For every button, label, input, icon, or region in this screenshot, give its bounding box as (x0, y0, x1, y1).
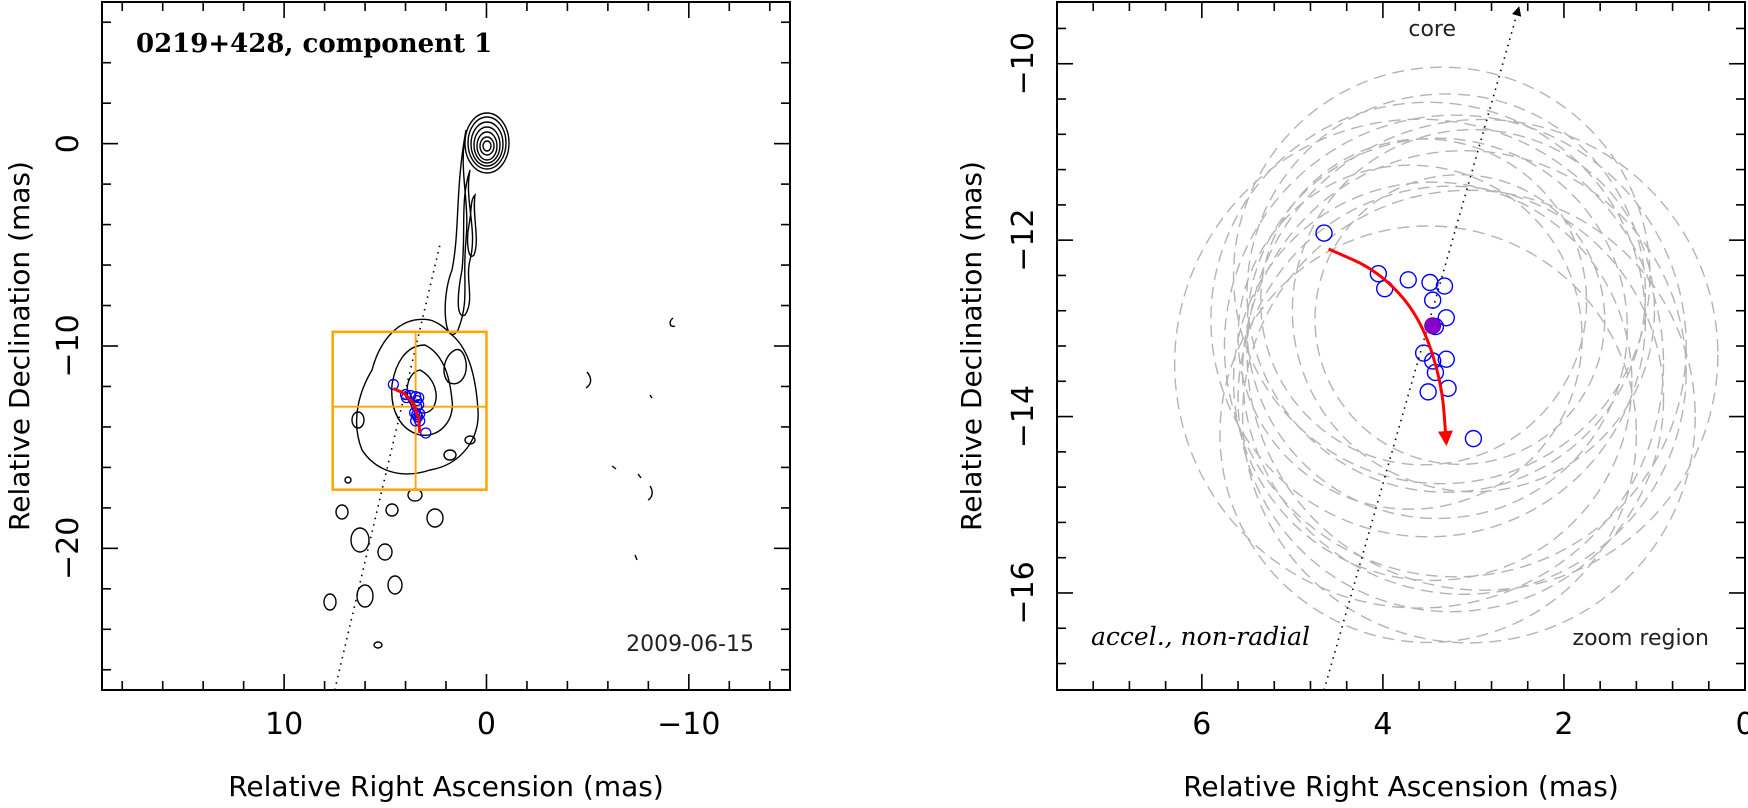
right-x-tick-label: 4 (1373, 707, 1392, 742)
component-position-marker (1369, 264, 1388, 283)
core-direction-arrow (1323, 6, 1522, 690)
contour-jet-1 (444, 129, 468, 336)
contour-blob-7 (335, 504, 349, 520)
zoom-region-box (331, 330, 488, 491)
contour-core-7 (482, 140, 492, 152)
contour-blob-5 (426, 508, 444, 528)
component-size-circle (1246, 93, 1647, 493)
left-y-tick-label: 0 (51, 134, 86, 153)
component-size-circle (1259, 138, 1588, 466)
contour-feature-7 (634, 554, 638, 561)
component-position-marker (1437, 350, 1455, 368)
contour-core-2 (467, 116, 507, 170)
left-axes: 10 0 −10 0 −10 −20 (51, 2, 790, 742)
right-dynamic-layer (1173, 6, 1719, 690)
contour-blob-9 (377, 543, 393, 561)
right-x-tick-label: 6 (1192, 707, 1211, 742)
contour-jet-3 (466, 192, 477, 258)
left-plot-frame (101, 1, 791, 691)
zoom-region-label: zoom region (1573, 626, 1709, 651)
component-size-circle (1291, 128, 1656, 493)
left-date-label: 2009-06-15 (626, 632, 754, 657)
left-y-axis-label: Relative Declination (mas) (3, 161, 36, 531)
mean-position-marker (1424, 317, 1442, 335)
contour-core-5 (476, 131, 498, 161)
contour-blob-12 (323, 593, 337, 611)
contour-core-1 (464, 112, 510, 174)
component-trajectory-arrow (1327, 247, 1453, 446)
component-size-circle (1237, 164, 1583, 510)
right-y-tick-label: −14 (1006, 385, 1041, 448)
component-position-marker (1464, 429, 1483, 448)
component-size-circle (1237, 185, 1665, 613)
right-panel: core accel., non-radial zoom region 6 4 2 0… (955, 1, 1748, 803)
right-y-tick-label: −10 (1006, 32, 1041, 95)
right-y-tick-label: −16 (1006, 561, 1041, 624)
contour-diffuse-1 (355, 318, 479, 475)
right-axes: 6 4 2 0 −10 −12 −14 −16 (1006, 2, 1748, 742)
contour-core-4 (473, 126, 501, 164)
left-panel: 0219+428, component 1 2009-06-15 10 0 −10 0… (3, 1, 791, 803)
component-position-marker (1421, 273, 1439, 292)
left-x-tick-label: 10 (265, 707, 303, 742)
right-x-axis-label: Relative Right Ascension (mas) (1183, 770, 1619, 803)
contour-blob-11 (356, 584, 374, 608)
kinematics-annotation: accel., non-radial (1091, 622, 1310, 651)
component-size-circle (1223, 114, 1687, 578)
component-position-marker (1435, 277, 1454, 295)
core-direction-label: core (1408, 17, 1456, 42)
radio-contour-map (323, 112, 676, 649)
contour-core-6 (479, 136, 495, 156)
component-position-marker (1437, 309, 1455, 327)
contour-blob-10 (387, 575, 403, 595)
component-size-circle (1241, 189, 1696, 644)
component-position-marker (1399, 271, 1417, 289)
left-x-tick-label: −10 (657, 707, 720, 742)
left-y-tick-label: −10 (51, 314, 86, 377)
contour-feature-5 (637, 473, 642, 479)
contour-feature-2 (669, 317, 676, 328)
component-trajectory (392, 387, 422, 434)
right-x-tick-label: 2 (1554, 707, 1573, 742)
component-position-marker (420, 427, 432, 439)
contour-feature-3 (649, 394, 653, 399)
contour-core-3 (470, 121, 504, 167)
component-position-marker (409, 415, 422, 427)
component-size-circle (1246, 118, 1719, 591)
right-x-tick-label: 0 (1735, 707, 1748, 742)
component-position-marker (1315, 224, 1333, 242)
component-size-circle (1241, 149, 1687, 595)
contour-blob-3 (464, 435, 476, 445)
component-size-circle (1173, 118, 1665, 609)
right-y-axis-label: Relative Declination (mas) (955, 161, 988, 531)
contour-diffuse-2 (391, 344, 454, 436)
jet-axis-line (333, 244, 441, 691)
right-plot-frame (1056, 1, 1746, 691)
contour-jet-2 (457, 169, 474, 317)
component-size-circle (1232, 181, 1633, 582)
contour-feature-6 (647, 485, 653, 501)
left-dynamic-layer (331, 244, 488, 691)
component-size-circle (1219, 225, 1638, 644)
contour-feature-4 (611, 465, 617, 470)
contour-blob-1 (351, 411, 365, 429)
left-y-tick-label: −20 (51, 517, 86, 580)
contour-blob-2 (443, 449, 457, 461)
component-size-circle (1232, 66, 1651, 485)
contour-feature-1 (585, 371, 592, 389)
component-position-marker (1419, 383, 1437, 401)
contour-blob-14 (344, 476, 352, 484)
contour-diffuse-4 (443, 348, 467, 385)
left-x-tick-label: 0 (477, 707, 496, 742)
component-size-circle (1246, 137, 1629, 520)
left-x-axis-label: Relative Right Ascension (mas) (228, 770, 664, 803)
contour-blob-13 (373, 641, 383, 649)
contour-blob-8 (350, 527, 370, 553)
component-position-marker (1423, 291, 1442, 309)
left-plot-title: 0219+428, component 1 (136, 29, 492, 59)
right-y-tick-label: −12 (1006, 208, 1041, 271)
component-size-circle (1314, 173, 1606, 466)
contour-blob-6 (385, 503, 399, 517)
